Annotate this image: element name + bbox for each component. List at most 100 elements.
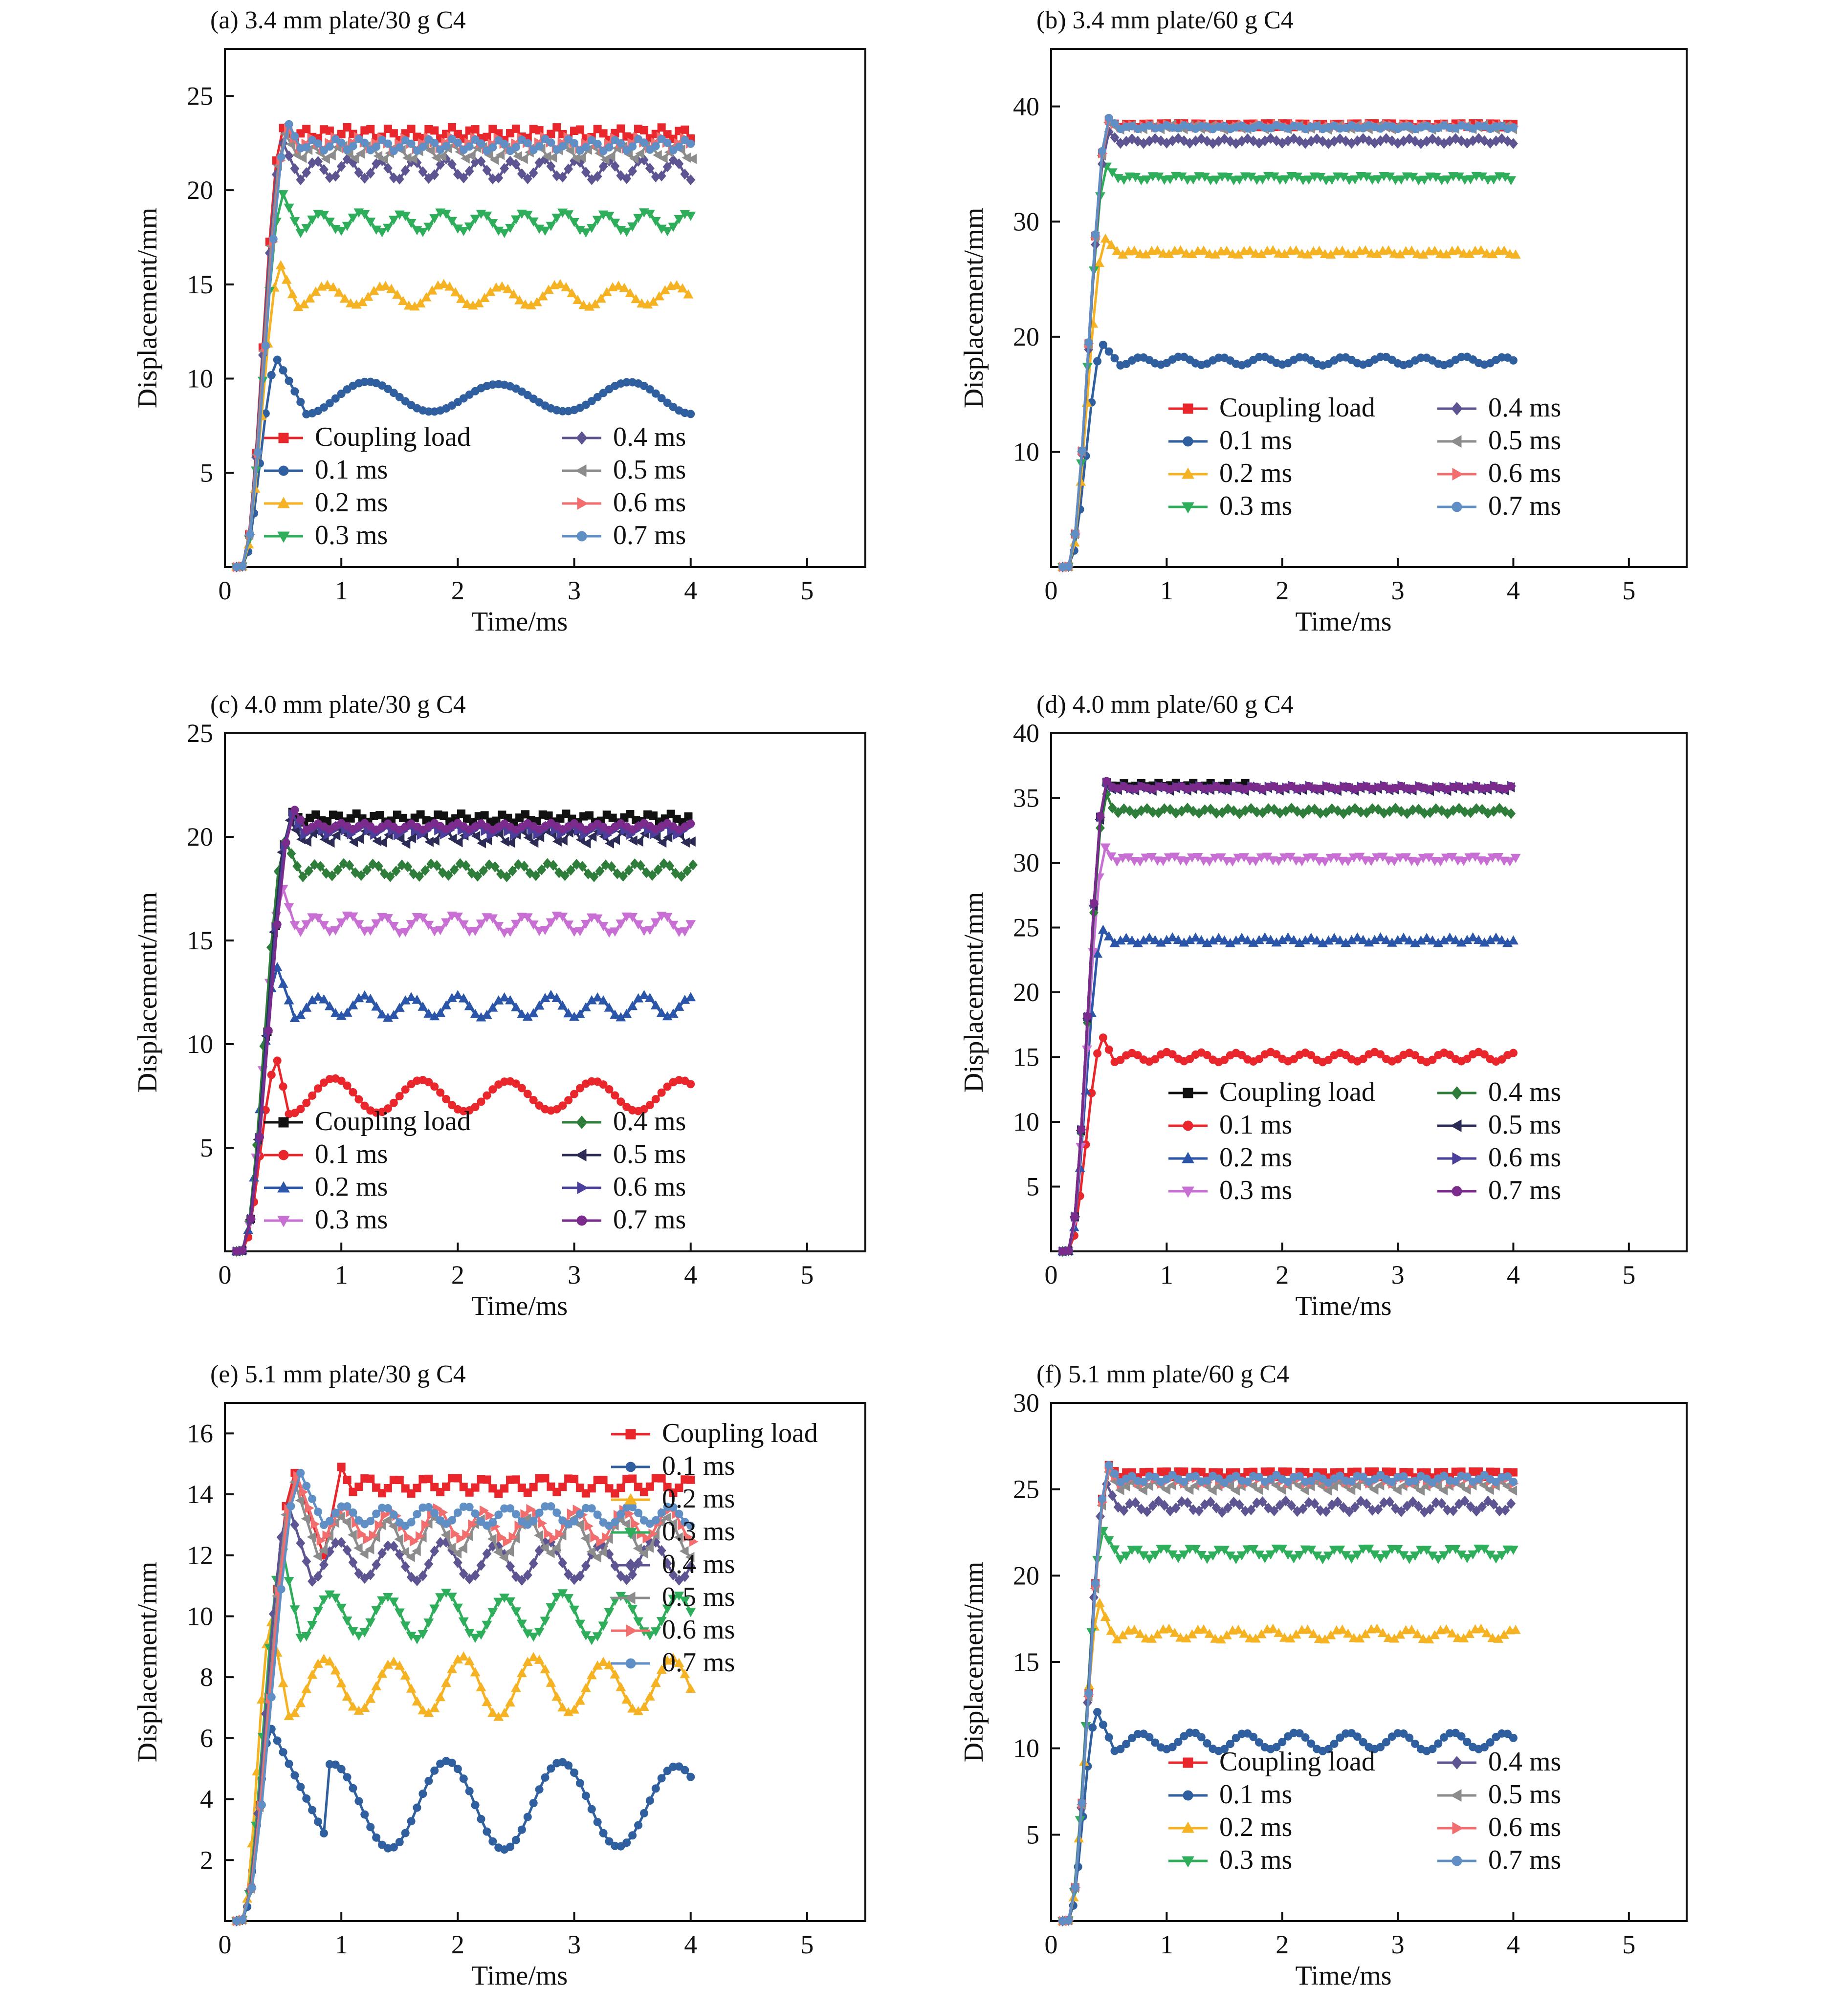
data-point (651, 1095, 660, 1104)
data-point (1280, 175, 1291, 185)
data-point (644, 210, 655, 219)
data-point (502, 871, 511, 882)
data-point (488, 143, 497, 152)
plot-frame (1050, 48, 1688, 568)
data-point (337, 130, 346, 138)
data-point (477, 1097, 485, 1106)
data-point (1472, 1506, 1481, 1517)
data-point (685, 1552, 695, 1562)
data-point (281, 274, 292, 284)
data-point (1100, 1612, 1111, 1621)
data-point (354, 1797, 363, 1806)
data-point (616, 1682, 626, 1691)
data-point (1103, 1536, 1114, 1546)
legend-label: 0.1 ms (1219, 1110, 1292, 1140)
data-point (546, 918, 556, 928)
data-point (1321, 1506, 1331, 1517)
data-point (596, 1536, 605, 1547)
data-point (1194, 1505, 1204, 1516)
data-point (289, 217, 300, 226)
data-point (1508, 1546, 1518, 1555)
data-point (1071, 1883, 1079, 1892)
data-point (1468, 1550, 1478, 1560)
data-point (662, 1558, 672, 1569)
data-point (545, 1548, 555, 1558)
data-point (330, 1008, 341, 1017)
data-point (484, 859, 494, 871)
x-axis-label: Time/ms (471, 607, 568, 637)
series-line-0-7-ms (236, 1471, 692, 1923)
data-point (547, 138, 555, 147)
data-point (377, 1596, 387, 1606)
data-point (639, 990, 649, 999)
data-point (407, 833, 417, 844)
legend-label: Coupling load (315, 1106, 471, 1137)
data-point (1445, 1050, 1454, 1059)
data-point (519, 860, 529, 872)
data-point (563, 920, 574, 930)
data-point (450, 287, 461, 297)
data-point (637, 298, 647, 308)
data-point (435, 1007, 446, 1017)
data-point (298, 871, 308, 882)
data-point (1265, 1550, 1276, 1560)
data-point (1481, 857, 1492, 866)
data-point (453, 837, 463, 848)
data-point (605, 1521, 614, 1530)
data-point (677, 871, 686, 882)
data-point (1254, 1055, 1263, 1064)
data-point (278, 190, 288, 199)
data-point (1295, 1472, 1304, 1481)
y-tick-label: 10 (1013, 437, 1039, 466)
data-point (1310, 804, 1320, 815)
data-point (437, 151, 447, 162)
data-point (675, 1484, 683, 1492)
x-axis-label: Time/ms (1295, 1291, 1391, 1321)
data-point (593, 171, 602, 182)
data-point (686, 410, 695, 418)
data-point (1463, 1738, 1472, 1747)
series-line-0-2-ms (236, 1621, 692, 1923)
data-point (1456, 135, 1466, 147)
data-point (458, 227, 469, 237)
data-point (349, 837, 358, 848)
data-point (534, 1530, 543, 1541)
data-point (1486, 1738, 1495, 1747)
data-point (497, 1532, 506, 1543)
legend-marker (1450, 435, 1462, 448)
data-point (1099, 340, 1107, 349)
data-point (506, 1842, 515, 1851)
data-point (441, 918, 451, 928)
data-point (517, 1084, 526, 1093)
chart-panel-b: (b) 3.4 mm plate/60 g C40 1 2 3 4 510203040Ti… (959, 6, 1688, 637)
data-point (452, 1548, 462, 1559)
data-point (305, 1503, 314, 1513)
data-point (638, 1548, 648, 1559)
data-point (480, 811, 489, 820)
data-point (1173, 1554, 1184, 1563)
data-point (447, 1101, 456, 1110)
data-point (1510, 1624, 1521, 1634)
data-point (319, 211, 329, 220)
data-point (1359, 1472, 1367, 1481)
data-point (651, 1784, 660, 1793)
data-point (282, 838, 290, 847)
data-point (586, 1636, 597, 1645)
data-point (511, 1607, 521, 1617)
x-tick-label: 2 (1276, 576, 1289, 605)
data-point (424, 1558, 434, 1570)
x-tick-label: 0 (1045, 1260, 1058, 1290)
data-point (651, 389, 660, 398)
data-point (653, 150, 662, 160)
legend-label: 0.5 ms (1488, 425, 1561, 456)
data-point (430, 138, 439, 147)
data-point (1207, 1485, 1217, 1496)
data-point (1223, 1502, 1233, 1513)
data-point (1509, 123, 1518, 132)
data-point (547, 1502, 555, 1511)
legend-label: 0.6 ms (662, 1615, 735, 1645)
data-point (1337, 245, 1348, 255)
data-point (1202, 135, 1212, 147)
data-point (290, 132, 299, 141)
data-point (575, 927, 585, 937)
